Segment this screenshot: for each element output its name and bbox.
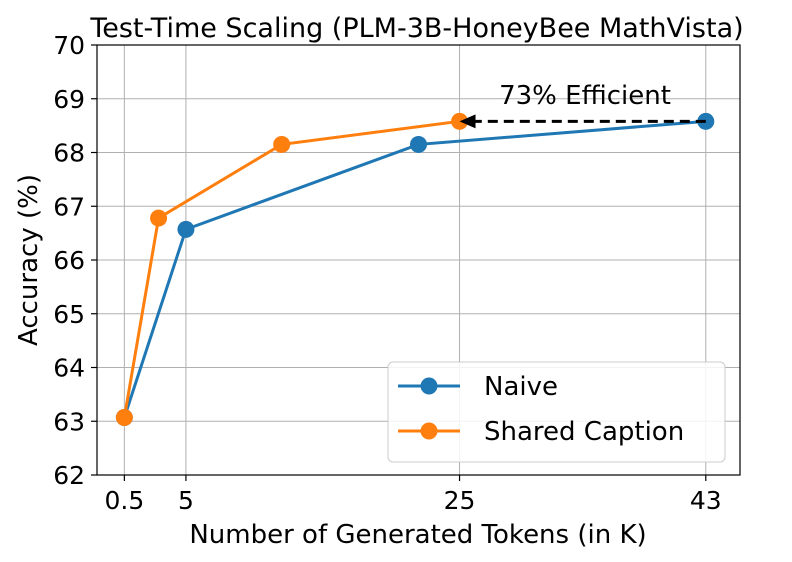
x-tick-label: 25: [444, 486, 476, 515]
x-ticks: 0.5 5 25 43: [104, 475, 722, 515]
annotation-text: 73% Efficient: [499, 81, 671, 111]
series-lines: [115, 112, 715, 426]
legend-box: [387, 361, 726, 463]
point-shared-caption: [273, 135, 291, 153]
point-naive: [177, 220, 195, 238]
annotation: 73% Efficient: [459, 81, 706, 129]
series-line-naive: [122, 119, 706, 418]
y-tick-label: 68: [53, 139, 85, 168]
y-tick-label: 63: [53, 407, 85, 436]
annotation-arrow-head: [459, 114, 476, 129]
legend-label: Naive: [484, 372, 558, 402]
x-tick-label: 43: [690, 486, 722, 515]
point-naive: [410, 135, 427, 153]
y-ticks: 62 63 64 65 66 67 68 69 70: [53, 31, 97, 490]
y-tick-label: 69: [53, 85, 85, 114]
y-tick-label: 65: [53, 300, 85, 329]
point-shared-caption: [115, 408, 133, 426]
legend-marker: [420, 377, 438, 395]
point-shared-caption: [150, 209, 168, 227]
y-tick-label: 70: [53, 31, 85, 60]
y-tick-label: 66: [53, 246, 85, 275]
chart-title: Test-Time Scaling (PLM-3B-HoneyBee MathV…: [89, 13, 743, 44]
x-tick-label: 0.5: [104, 486, 144, 515]
legend-label: Shared Caption: [484, 417, 684, 447]
y-tick-label: 67: [53, 192, 85, 221]
y-axis-title: Accuracy (%): [14, 174, 44, 346]
y-tick-label: 62: [53, 461, 85, 490]
series-line-shared-caption: [122, 119, 460, 418]
x-axis-title: Number of Generated Tokens (in K): [189, 520, 646, 550]
x-tick-label: 5: [178, 486, 194, 515]
y-tick-label: 64: [53, 354, 85, 383]
legend: Naive Shared Caption: [387, 361, 726, 463]
legend-marker: [420, 422, 438, 440]
